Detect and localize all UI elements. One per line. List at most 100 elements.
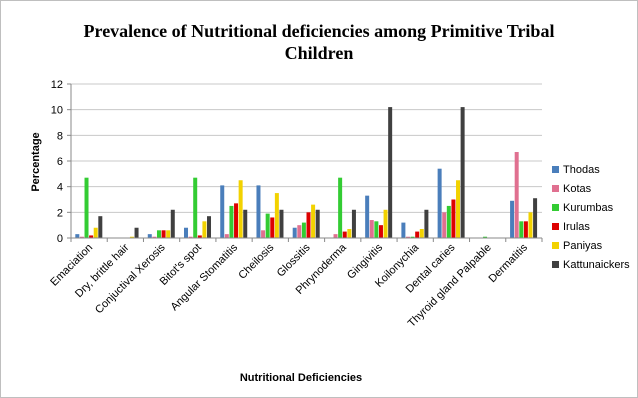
bar-kattunaickers <box>170 209 175 238</box>
bar-irulas <box>197 235 202 238</box>
legend-label-thodas: Thodas <box>563 164 600 176</box>
legend-label-paniyas: Paniyas <box>563 240 603 252</box>
y-tick-label: 0 <box>57 233 63 245</box>
legend-swatch-kurumbas <box>552 204 559 211</box>
axes <box>70 84 543 242</box>
chart-title: Prevalence of Nutritional deficiencies a… <box>84 21 555 63</box>
bar-kattunaickers <box>351 209 356 238</box>
bar-thodas <box>184 227 189 238</box>
y-tick-label: 10 <box>51 105 63 117</box>
bar-kurumbas <box>193 177 198 238</box>
legend-label-kattunaickers: Kattunaickers <box>563 259 630 271</box>
bar-irulas <box>306 212 311 238</box>
bar-thodas <box>292 227 297 238</box>
y-tick-label: 2 <box>57 207 63 219</box>
y-tick-label: 4 <box>57 182 63 194</box>
bars <box>75 107 538 238</box>
legend-swatch-kattunaickers <box>552 261 559 268</box>
bar-kotas <box>333 234 338 238</box>
bar-irulas <box>270 217 275 238</box>
bar-kurumbas <box>374 221 379 238</box>
bar-kattunaickers <box>533 198 538 238</box>
bar-kurumbas <box>410 236 415 238</box>
bar-thodas <box>510 200 515 238</box>
bar-thodas <box>365 195 370 238</box>
bar-irulas <box>89 235 94 238</box>
bar-kurumbas <box>301 222 306 238</box>
bar-kotas <box>152 236 157 238</box>
bar-irulas <box>451 199 456 238</box>
x-tick-label: Angular Stomatitis <box>169 241 241 313</box>
bar-kattunaickers <box>243 209 248 238</box>
bar-kattunaickers <box>134 227 139 238</box>
bar-paniyas <box>383 209 388 238</box>
bar-irulas <box>415 231 420 238</box>
gridlines <box>67 83 542 239</box>
bar-kurumbas <box>84 177 89 238</box>
bar-kattunaickers <box>315 209 320 238</box>
bar-irulas <box>342 231 347 238</box>
bar-kotas <box>79 236 84 238</box>
bar-kattunaickers <box>279 209 284 238</box>
bar-kattunaickers <box>424 209 429 238</box>
bar-kotas <box>405 236 410 238</box>
bar-kurumbas <box>483 236 488 238</box>
bar-paniyas <box>419 229 424 238</box>
bar-thodas <box>75 234 80 238</box>
bar-paniyas <box>238 180 243 238</box>
y-tick-label: 12 <box>51 79 63 91</box>
chart-title-line-2: Children <box>285 43 354 63</box>
bar-thodas <box>401 222 406 238</box>
bar-paniyas <box>528 212 533 238</box>
bar-irulas <box>161 230 166 238</box>
legend-swatch-kotas <box>552 185 559 192</box>
x-tick-label: Conjuctival Xerosis <box>93 241 168 316</box>
bar-kurumbas <box>229 205 234 238</box>
y-tick-label: 6 <box>57 156 63 168</box>
legend-label-kurumbas: Kurumbas <box>563 202 614 214</box>
bar-kurumbas <box>519 221 524 238</box>
bar-kotas <box>514 152 519 238</box>
bar-paniyas <box>274 193 279 238</box>
bar-thodas <box>147 234 152 238</box>
bar-kotas <box>442 212 447 238</box>
legend: Thodas Kotas Kurumbas Irulas Paniyas Kattunai… <box>552 164 630 271</box>
bar-thodas <box>220 185 225 238</box>
bar-kurumbas <box>446 205 451 238</box>
bar-kotas <box>188 236 193 238</box>
bar-kurumbas <box>265 213 270 238</box>
legend-swatch-paniyas <box>552 242 559 249</box>
legend-swatch-irulas <box>552 223 559 230</box>
chart-title-line-1: Prevalence of Nutritional deficiencies a… <box>84 21 555 41</box>
y-tick-labels: 0 2 4 6 8 10 12 <box>51 79 63 245</box>
bar-kurumbas <box>338 177 343 238</box>
bar-paniyas <box>311 204 316 238</box>
legend-label-irulas: Irulas <box>563 221 590 233</box>
bar-paniyas <box>347 229 352 238</box>
bar-paniyas <box>129 236 134 238</box>
bar-kotas <box>369 220 374 238</box>
x-axis-title: Nutritional Deficiencies <box>240 372 362 384</box>
bar-kurumbas <box>156 230 161 238</box>
bar-irulas <box>523 221 528 238</box>
bar-kotas <box>297 225 302 238</box>
y-tick-label: 8 <box>57 130 63 142</box>
bar-paniyas <box>93 227 98 238</box>
bar-kotas <box>261 230 266 238</box>
bar-kattunaickers <box>460 107 465 238</box>
legend-swatch-thodas <box>552 166 559 173</box>
bar-paniyas <box>456 180 461 238</box>
bar-thodas <box>256 185 261 238</box>
bar-kattunaickers <box>98 216 103 238</box>
x-tick-label: Dermatitis <box>487 241 531 285</box>
bar-kotas <box>224 234 229 238</box>
bar-irulas <box>378 225 383 238</box>
legend-label-kotas: Kotas <box>563 183 592 195</box>
x-tick-label: Cheilosis <box>236 241 276 281</box>
bar-paniyas <box>166 230 171 238</box>
bar-thodas <box>437 168 442 238</box>
y-axis-title: Percentage <box>30 132 42 191</box>
